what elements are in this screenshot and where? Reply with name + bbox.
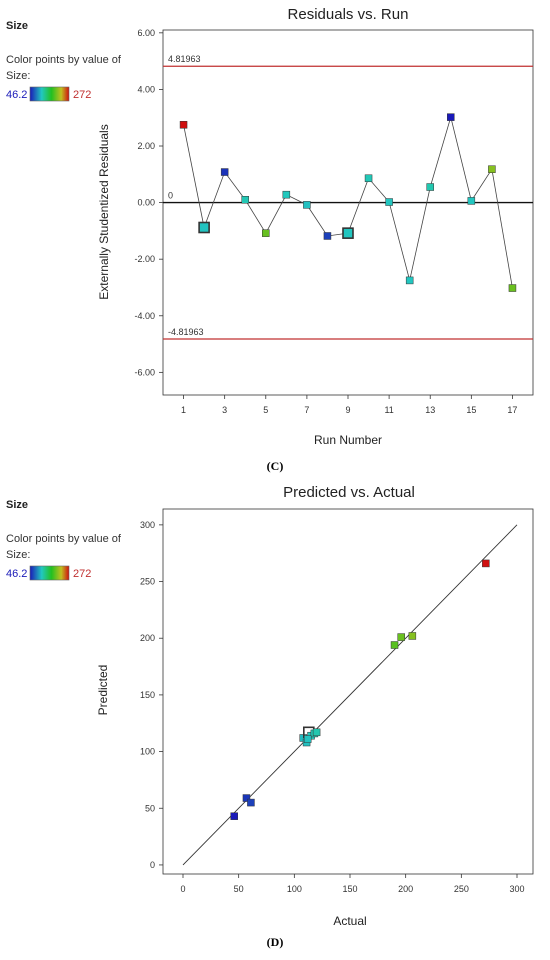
diagonal-line xyxy=(182,524,518,866)
predicted-point xyxy=(390,641,399,649)
y-tick-label: 150 xyxy=(140,690,155,700)
residual-point xyxy=(488,165,496,173)
legend-max-label: 272 xyxy=(73,89,91,101)
caption-c: (C) xyxy=(267,459,284,473)
predicted-point xyxy=(242,794,251,802)
residual-point xyxy=(426,183,434,191)
residual-point xyxy=(385,198,393,206)
chart-title: Residuals vs. Run xyxy=(288,6,409,23)
x-axis-label: Actual xyxy=(333,914,366,928)
legend-description-1: Color points by value of xyxy=(6,533,122,545)
x-tick-label: 11 xyxy=(384,405,393,415)
plot-frame xyxy=(162,508,534,875)
x-tick-label: 250 xyxy=(454,884,469,894)
x-tick-label: 7 xyxy=(304,405,309,415)
x-tick-label: 200 xyxy=(398,884,413,894)
y-axis-label: Externally Studentized Residuals xyxy=(97,124,111,299)
predicted-point xyxy=(482,559,490,568)
residual-point xyxy=(447,113,455,121)
y-tick-label: 50 xyxy=(145,803,155,813)
x-tick-label: 9 xyxy=(345,405,350,415)
residual-point xyxy=(405,276,414,285)
residual-point xyxy=(282,190,291,199)
residual-point xyxy=(508,284,517,292)
x-tick-label: 15 xyxy=(466,405,476,415)
predicted-point xyxy=(230,812,238,820)
x-tick-label: 0 xyxy=(180,884,185,894)
x-tick-label: 13 xyxy=(425,405,435,415)
y-tick-label: 300 xyxy=(140,520,155,530)
x-tick-label: 17 xyxy=(507,405,517,415)
residual-point xyxy=(198,221,210,234)
residual-point xyxy=(323,232,332,240)
y-tick-label: 6.00 xyxy=(137,28,155,38)
legend-d: Size Color points by value of Size: 46.2… xyxy=(6,499,122,581)
plot-frame xyxy=(162,29,534,396)
x-tick-label: 5 xyxy=(263,405,268,415)
x-tick-label: 3 xyxy=(222,405,227,415)
legend-min-label: 46.2 xyxy=(6,568,27,580)
predicted-point xyxy=(247,798,255,807)
legend-description-1: Color points by value of xyxy=(6,54,122,66)
residuals-vs-run-chart: Residuals vs. Run 4.81963 0 -4.81963 6.00 4… xyxy=(97,6,534,447)
chart-title: Predicted vs. Actual xyxy=(283,484,415,501)
y-tick-label: -2.00 xyxy=(134,254,155,264)
y-tick-label: 100 xyxy=(140,747,155,757)
y-tick-label: 0.00 xyxy=(137,198,155,208)
reference-line-label: -4.81963 xyxy=(168,327,204,337)
legend-title: Size xyxy=(6,499,28,511)
residual-point xyxy=(179,121,188,129)
x-tick-label: 150 xyxy=(342,884,357,894)
legend-min-label: 46.2 xyxy=(6,89,27,101)
x-axis-label: Run Number xyxy=(314,433,382,447)
residual-point xyxy=(303,201,311,209)
x-tick-label: 300 xyxy=(509,884,524,894)
y-tick-label: 200 xyxy=(140,633,155,643)
legend-color-bar xyxy=(29,565,70,581)
y-tick-label: 0 xyxy=(150,860,155,870)
y-tick-label: 4.00 xyxy=(137,84,155,94)
predicted-point xyxy=(303,735,312,743)
residual-point xyxy=(467,197,476,205)
y-tick-label: 250 xyxy=(140,577,155,587)
caption-d: (D) xyxy=(267,935,284,949)
y-tick-label: 2.00 xyxy=(137,141,155,151)
predicted-vs-actual-chart: Predicted vs. Actual 050100150200250300 … xyxy=(96,484,534,928)
y-tick-label: -4.00 xyxy=(134,311,155,321)
predicted-point xyxy=(397,633,405,641)
x-tick-label: 50 xyxy=(234,884,244,894)
y-tick-label: -6.00 xyxy=(134,367,155,377)
legend-title: Size xyxy=(6,20,28,32)
residual-point xyxy=(262,229,270,237)
x-tick-label: 100 xyxy=(287,884,302,894)
reference-line-label: 4.81963 xyxy=(168,54,201,64)
legend-description-2: Size: xyxy=(6,549,30,561)
legend-c: Size Color points by value of Size: 46.2… xyxy=(6,20,122,102)
residual-point xyxy=(220,168,229,176)
predicted-point xyxy=(408,632,417,640)
predicted-point xyxy=(312,728,321,737)
y-axis-label: Predicted xyxy=(96,665,110,716)
legend-color-bar xyxy=(29,86,70,102)
residual-point xyxy=(364,174,373,183)
x-tick-label: 1 xyxy=(181,405,186,415)
legend-max-label: 272 xyxy=(73,568,91,580)
residual-point xyxy=(241,196,249,204)
reference-line-label: 0 xyxy=(168,191,173,201)
legend-description-2: Size: xyxy=(6,70,30,82)
residual-point xyxy=(342,227,354,239)
